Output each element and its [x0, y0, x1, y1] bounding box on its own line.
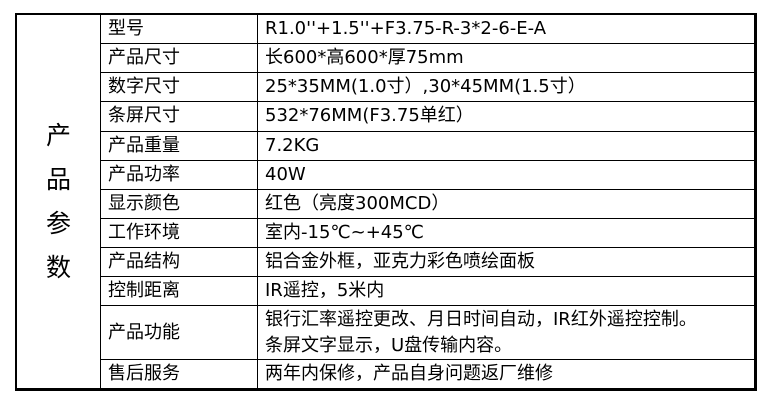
table-row: 产品功能 银行汇率遥控更改、月日时间自动，IR红外遥控控制。 条屏文字显示，U盘… [101, 305, 754, 359]
spec-label: 控制距离 [101, 277, 258, 306]
spec-value: 长600*高600*厚75mm [265, 47, 464, 69]
table-row: 控制距离 IR遥控，5米内 [101, 276, 754, 306]
spec-label: 数字尺寸 [101, 73, 258, 102]
spec-label: 型号 [101, 15, 258, 44]
spec-value: IR遥控，5米内 [265, 280, 385, 302]
spec-value: 7.2KG [265, 134, 320, 156]
product-spec-table: 产品参数 型号 R1.0''+1.5''+F3.75-R-3*2-6-E-A 产… [15, 13, 757, 391]
spec-label: 产品尺寸 [101, 44, 258, 73]
spec-label: 工作环境 [101, 218, 258, 248]
spec-label: 产品功率 [101, 160, 258, 189]
spec-value: 铝合金外框，亚克力彩色喷绘面板 [265, 251, 535, 273]
table-row: 产品功率 40W [101, 159, 754, 189]
spec-value: 银行汇率遥控更改、月日时间自动，IR红外遥控控制。 条屏文字显示，U盘传输内容。 [265, 308, 697, 356]
spec-value: 室内-15℃~+45℃ [265, 222, 424, 244]
table-row: 工作环境 室内-15℃~+45℃ [101, 217, 754, 248]
table-row: 显示颜色 红色（亮度300MCD） [101, 188, 754, 218]
spec-rows: 型号 R1.0''+1.5''+F3.75-R-3*2-6-E-A 产品尺寸 长… [101, 15, 754, 388]
spec-value: 25*35MM(1.0寸）,30*45MM(1.5寸） [265, 76, 586, 98]
table-row: 产品尺寸 长600*高600*厚75mm [101, 43, 754, 73]
spec-label: 产品结构 [101, 248, 258, 277]
table-row: 产品重量 7.2KG [101, 130, 754, 160]
table-row: 数字尺寸 25*35MM(1.0寸）,30*45MM(1.5寸） [101, 72, 754, 102]
spec-label: 产品功能 [101, 306, 258, 359]
side-header-title: 产品参数 [45, 120, 71, 282]
table-row: 售后服务 两年内保修，产品自身问题返厂维修 [101, 358, 754, 388]
spec-value: 两年内保修，产品自身问题返厂维修 [265, 362, 553, 384]
table-side-header: 产品参数 [17, 15, 101, 388]
table-row: 条屏尺寸 532*76MM(F3.75单红） [101, 101, 754, 131]
table-row: 产品结构 铝合金外框，亚克力彩色喷绘面板 [101, 247, 754, 277]
spec-label: 显示颜色 [101, 189, 258, 218]
spec-value: 532*76MM(F3.75单红） [265, 105, 474, 127]
spec-value: 40W [265, 163, 306, 185]
spec-value: R1.0''+1.5''+F3.75-R-3*2-6-E-A [265, 18, 547, 40]
spec-label: 条屏尺寸 [101, 102, 258, 131]
spec-label: 售后服务 [101, 359, 258, 388]
spec-label: 产品重量 [101, 131, 258, 160]
spec-value: 红色（亮度300MCD） [265, 192, 450, 214]
table-row: 型号 R1.0''+1.5''+F3.75-R-3*2-6-E-A [101, 15, 754, 44]
